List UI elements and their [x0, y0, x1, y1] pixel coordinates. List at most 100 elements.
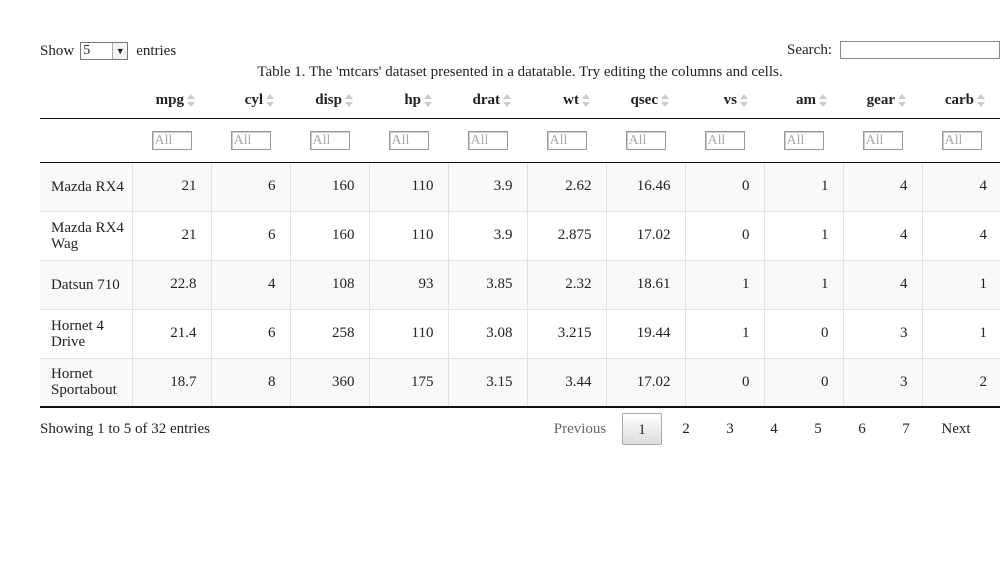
page-button[interactable]: 5 — [814, 421, 822, 437]
row-name-cell[interactable]: Mazda RX4 Wag — [40, 211, 133, 261]
column-filter-input[interactable]: All — [230, 130, 271, 150]
table-cell[interactable]: 3.08 — [448, 309, 528, 359]
table-cell[interactable]: 2.32 — [527, 260, 607, 310]
column-header-disp[interactable]: disp — [290, 84, 369, 118]
column-filter-input[interactable]: All — [388, 130, 429, 150]
header-row: mpg cyl disp hp drat wt qsec vs am gear carb — [40, 84, 1000, 118]
column-filter-input[interactable]: All — [546, 130, 587, 150]
table-cell[interactable]: 4 — [843, 162, 923, 212]
table-cell[interactable]: 1 — [764, 211, 844, 261]
table-cell[interactable]: 3 — [843, 358, 923, 408]
table-row: Hornet Sportabout 18.7 8 360 175 3.15 3.44 17.0… — [40, 358, 1000, 408]
table-cell[interactable]: 2.875 — [527, 211, 607, 261]
column-filter-input[interactable]: All — [467, 130, 508, 150]
row-name-cell[interactable]: Mazda RX4 — [40, 162, 133, 212]
previous-button[interactable]: Previous — [553, 421, 607, 437]
column-header-hp[interactable]: hp — [369, 84, 448, 118]
page-button[interactable]: 2 — [682, 421, 690, 437]
table-cell[interactable]: 6 — [211, 211, 291, 261]
table-cell[interactable]: 1 — [685, 309, 765, 359]
filter-cell-drat: All — [448, 117, 527, 163]
column-filter-input[interactable]: All — [704, 130, 745, 150]
table-cell[interactable]: 3.215 — [527, 309, 607, 359]
table-cell[interactable]: 19.44 — [606, 309, 686, 359]
next-button[interactable]: Next — [941, 421, 971, 437]
table-cell[interactable]: 110 — [369, 309, 449, 359]
column-filter-input[interactable]: All — [783, 130, 824, 150]
table-cell[interactable]: 93 — [369, 260, 449, 310]
column-header-qsec[interactable]: qsec — [606, 84, 685, 118]
table-cell[interactable]: 360 — [290, 358, 370, 408]
table-cell[interactable]: 22.8 — [132, 260, 212, 310]
table-cell[interactable]: 1 — [922, 260, 1000, 310]
page-button[interactable]: 3 — [726, 421, 734, 437]
filter-row: All All All All All All All All All All All — [40, 117, 1000, 163]
table-cell[interactable]: 0 — [685, 358, 765, 408]
table-cell[interactable]: 4 — [843, 211, 923, 261]
table-cell[interactable]: 18.7 — [132, 358, 212, 408]
table-cell[interactable]: 1 — [685, 260, 765, 310]
table-cell[interactable]: 8 — [211, 358, 291, 408]
row-name-cell[interactable]: Datsun 710 — [40, 260, 133, 310]
table-cell[interactable]: 175 — [369, 358, 449, 408]
table-cell[interactable]: 258 — [290, 309, 370, 359]
search-input[interactable] — [840, 41, 1000, 59]
table-cell[interactable]: 0 — [685, 162, 765, 212]
table-cell[interactable]: 1 — [764, 162, 844, 212]
filter-cell-hp: All — [369, 117, 448, 163]
column-header-drat[interactable]: drat — [448, 84, 527, 118]
column-filter-input[interactable]: All — [309, 130, 350, 150]
table-cell[interactable]: 108 — [290, 260, 370, 310]
table-cell[interactable]: 3.85 — [448, 260, 528, 310]
table-cell[interactable]: 6 — [211, 162, 291, 212]
table-cell[interactable]: 18.61 — [606, 260, 686, 310]
table-cell[interactable]: 17.02 — [606, 358, 686, 408]
column-filter-input[interactable]: All — [625, 130, 666, 150]
column-header-cyl[interactable]: cyl — [211, 84, 290, 118]
table-cell[interactable]: 21 — [132, 211, 212, 261]
table-cell[interactable]: 21.4 — [132, 309, 212, 359]
table-cell[interactable]: 160 — [290, 162, 370, 212]
page-length-select[interactable]: 5 ▼ — [80, 42, 129, 60]
table-cell[interactable]: 17.02 — [606, 211, 686, 261]
column-header-wt[interactable]: wt — [527, 84, 606, 118]
table-cell[interactable]: 3.15 — [448, 358, 528, 408]
column-filter-input[interactable]: All — [862, 130, 903, 150]
table-cell[interactable]: 3.9 — [448, 162, 528, 212]
table-cell[interactable]: 3.44 — [527, 358, 607, 408]
column-filter-input[interactable]: All — [151, 130, 192, 150]
table-cell[interactable]: 110 — [369, 162, 449, 212]
row-name-cell[interactable]: Hornet Sportabout — [40, 358, 133, 408]
table-cell[interactable]: 0 — [764, 309, 844, 359]
table-cell[interactable]: 2 — [922, 358, 1000, 408]
table-cell[interactable]: 0 — [764, 358, 844, 408]
column-filter-input[interactable]: All — [941, 130, 982, 150]
table-cell[interactable]: 4 — [922, 162, 1000, 212]
table-cell[interactable]: 3 — [843, 309, 923, 359]
page-button[interactable]: 4 — [770, 421, 778, 437]
column-header-am[interactable]: am — [764, 84, 843, 118]
sort-icon — [898, 93, 906, 108]
table-cell[interactable]: 110 — [369, 211, 449, 261]
column-header-vs[interactable]: vs — [685, 84, 764, 118]
column-header-carb[interactable]: carb — [922, 84, 1000, 118]
table-cell[interactable]: 6 — [211, 309, 291, 359]
table-cell[interactable]: 4 — [922, 211, 1000, 261]
table-cell[interactable]: 1 — [764, 260, 844, 310]
table-cell[interactable]: 21 — [132, 162, 212, 212]
table-cell[interactable]: 16.46 — [606, 162, 686, 212]
table-cell[interactable]: 3.9 — [448, 211, 528, 261]
column-header-gear[interactable]: gear — [843, 84, 922, 118]
column-header-mpg[interactable]: mpg — [132, 84, 211, 118]
page-button[interactable]: 6 — [858, 421, 866, 437]
table-cell[interactable]: 2.62 — [527, 162, 607, 212]
row-name-cell[interactable]: Hornet 4 Drive — [40, 309, 133, 359]
page-button[interactable]: 7 — [902, 421, 910, 437]
table-cell[interactable]: 160 — [290, 211, 370, 261]
page-button[interactable]: 1 — [622, 413, 662, 445]
column-header-label: qsec — [630, 92, 659, 109]
table-cell[interactable]: 4 — [211, 260, 291, 310]
table-cell[interactable]: 1 — [922, 309, 1000, 359]
table-cell[interactable]: 0 — [685, 211, 765, 261]
table-cell[interactable]: 4 — [843, 260, 923, 310]
